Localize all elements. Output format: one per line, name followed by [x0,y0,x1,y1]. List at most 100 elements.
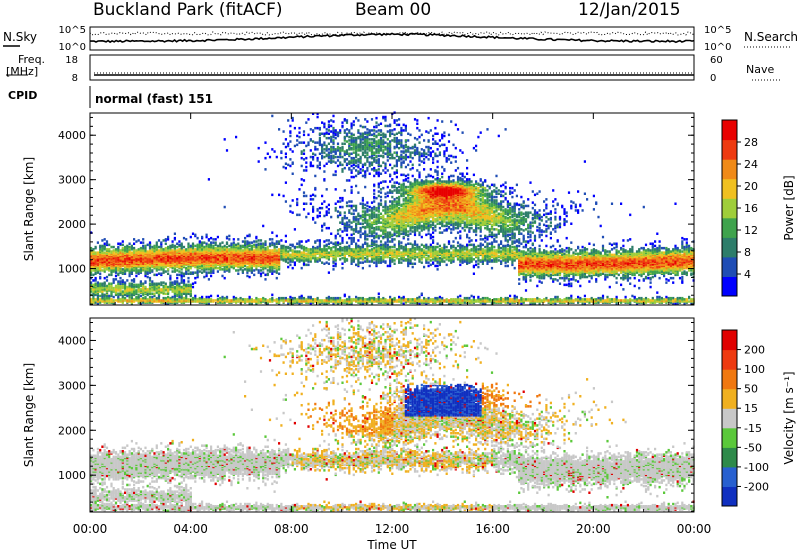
power-cell [391,202,394,205]
power-cell [379,140,383,143]
power-cell [352,204,355,208]
power-cell [327,151,330,154]
power-cell [307,133,310,137]
power-cell [302,296,306,300]
power-cell [334,161,337,164]
power-cell [160,241,163,244]
power-cell [327,123,330,127]
power-cell [352,215,355,219]
power-cell [404,245,407,249]
power-cell [164,270,167,273]
power-cell [135,289,138,292]
power-cell [366,151,369,154]
frequency-frame [89,54,695,81]
power-cell [99,248,102,251]
power-cell [350,140,353,143]
power-cell [312,298,315,301]
power-cell [330,124,333,128]
power-cell [201,235,204,239]
power-cell [235,296,238,300]
power-cell [117,295,120,299]
power-cell [117,282,120,285]
power-cell [404,165,407,169]
power-cell [384,248,387,251]
power-cell [402,129,405,132]
power-cell [194,281,197,284]
power-cell [264,141,267,144]
power-cell [239,244,242,248]
power-cell [348,152,351,155]
power-cell [94,276,97,280]
power-cell [94,271,97,274]
power-cell [395,132,398,135]
power-cell [395,136,398,140]
power-cell [189,266,192,270]
power-cell [343,118,346,121]
power-cell [370,248,374,251]
power-cell [336,164,340,168]
power-cell [153,284,156,288]
power-cell [210,245,213,249]
power-cell [255,243,258,247]
power-cell [373,151,376,154]
power-cell [336,241,340,244]
power-cell [352,209,355,212]
power-cell [278,242,281,245]
power-cell [257,271,260,274]
power-cell [108,243,111,247]
power-cell [318,243,321,247]
power-cell [364,149,367,152]
power-cell [307,248,310,251]
power-cell [375,261,378,264]
power-cell [393,245,396,249]
power-cell [382,169,385,172]
power-cell [321,206,324,210]
power-cell [210,270,213,273]
power-cell [400,208,403,211]
power-cell [379,298,383,301]
power-cell [370,250,374,253]
power-cell [357,170,360,173]
power-cell [221,295,224,299]
power-cell [393,208,396,211]
power-cell [370,138,374,141]
power-cell [162,268,165,271]
power-cell [350,164,353,168]
power-cell [377,225,380,229]
power-cell [146,292,149,295]
power-cell [375,154,378,158]
power-cell [164,238,167,241]
power-cell [370,161,374,164]
power-cell [130,268,133,271]
power-cell [201,271,204,274]
power-cell [373,213,376,217]
power-cell [282,246,285,250]
power-cell [404,298,407,301]
power-cell [327,239,330,242]
power-cell [386,142,389,145]
power-cell [225,245,229,249]
power-cell [370,209,374,212]
power-cell [321,299,324,302]
power-cell [144,295,147,299]
power-cell [325,128,328,131]
power-cell [382,260,385,263]
power-cell [391,206,394,210]
power-cell [133,246,136,250]
power-cell [155,273,158,277]
power-cell [366,204,369,208]
power-cell [368,219,371,222]
power-cell [352,166,355,170]
power-cell [135,274,138,278]
power-cell [191,246,195,250]
power-cell [386,231,389,234]
power-cell [94,245,97,249]
power-cell [359,202,362,205]
power-cell [357,148,360,151]
power-cell [167,238,170,241]
power-cell [370,241,374,244]
power-cell [119,290,122,293]
power-cell [189,283,192,287]
power-cell [393,119,396,122]
power-cell [275,271,278,274]
